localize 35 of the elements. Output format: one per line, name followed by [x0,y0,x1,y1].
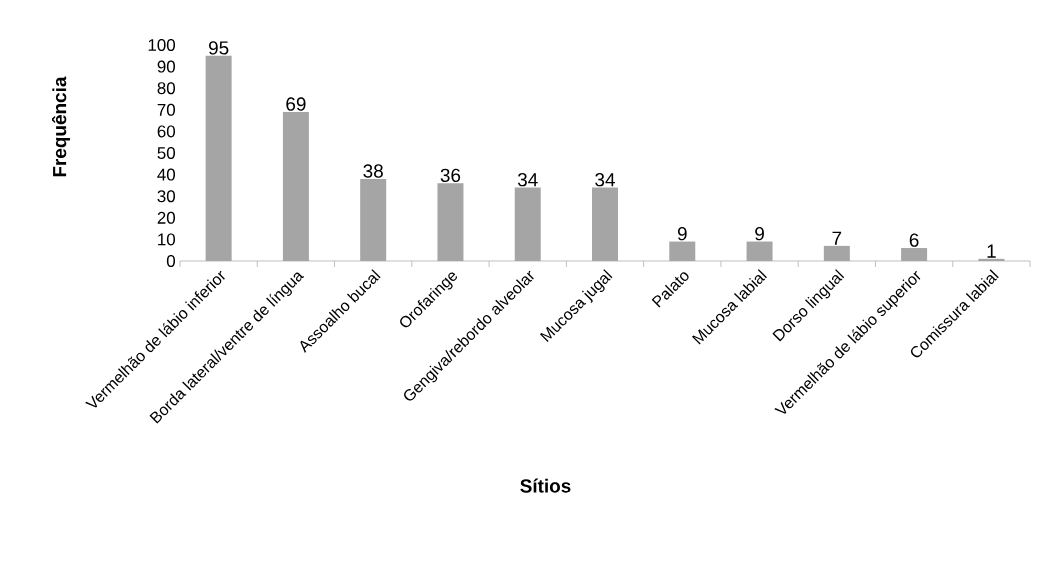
data-label: 36 [440,168,461,183]
bar [282,111,309,261]
y-axis-title: Frequência [51,76,71,177]
y-tick-label: 70 [157,103,176,116]
bar [592,187,619,261]
y-tick-label: 50 [157,147,176,159]
data-label: 7 [832,231,842,245]
y-tick-label: 0 [166,255,176,267]
bar [901,248,928,261]
bar [514,187,541,261]
data-label: 95 [209,41,229,55]
bar [205,55,232,261]
y-tick-label: 10 [158,233,176,246]
y-tick-label: 40 [157,168,176,181]
bar [978,258,1005,261]
bar [746,241,773,261]
bar [669,241,696,261]
y-tick-label: 100 [148,39,176,51]
data-label: 34 [517,172,538,187]
y-tick-label: 80 [157,82,176,95]
data-label: 6 [909,233,919,247]
y-tick-label: 60 [157,125,176,138]
y-tick-label: 30 [157,190,176,203]
data-label: 1 [987,244,996,258]
data-label: 38 [363,164,383,178]
bar [437,183,464,261]
y-tick-label: 90 [157,60,176,73]
y-tick-label: 20 [157,211,176,224]
x-axis-title: Sítios [520,478,571,493]
bar [360,178,387,261]
data-label: 69 [286,97,306,111]
data-label: 34 [595,172,615,187]
bar [823,245,850,261]
data-label: 9 [677,226,687,241]
data-label: 9 [755,226,764,241]
